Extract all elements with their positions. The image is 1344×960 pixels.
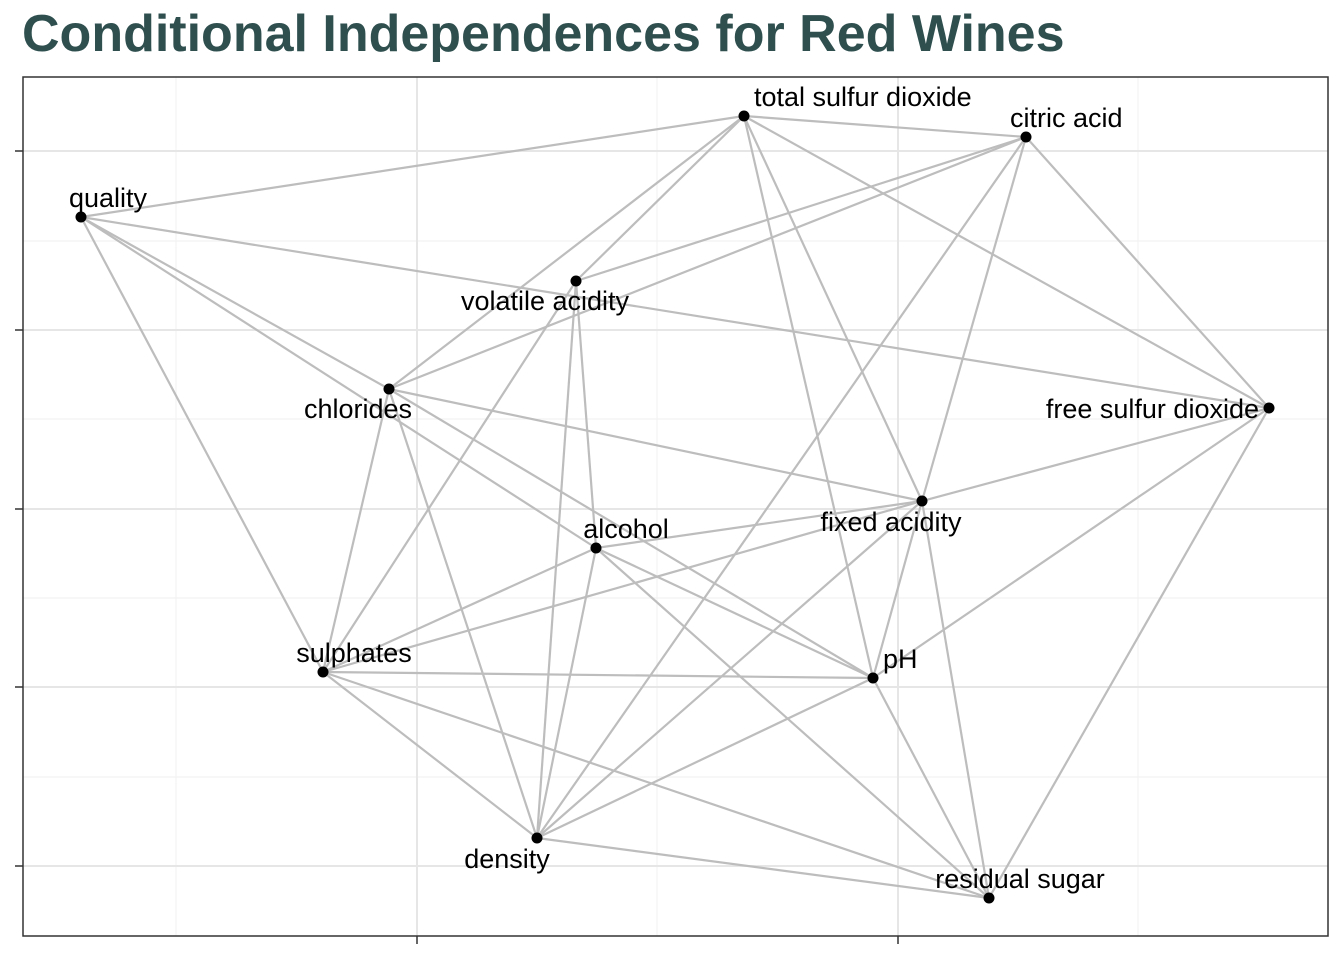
- node-layer: [75, 110, 1275, 904]
- node-chlorides: [383, 383, 395, 395]
- node-label-chlorides: chlorides: [304, 394, 412, 424]
- node-density: [531, 832, 543, 844]
- edge-chlorides-sulphates: [321, 388, 391, 673]
- node-label-citric-acid: citric acid: [1010, 103, 1123, 133]
- edge-citric-acid-volatile-acidity: [575, 135, 1027, 283]
- edge-alcohol-fixed-acidity: [595, 499, 923, 550]
- edge-sulphates-ph: [322, 670, 874, 680]
- node-citric-acid: [1020, 131, 1032, 143]
- edge-total-sulfur-dioxide-citric-acid: [743, 114, 1027, 139]
- edge-citric-acid-free-sulfur-dioxide: [1025, 136, 1270, 409]
- edge-ph-residual-sugar: [872, 677, 990, 899]
- edge-volatile-acidity-alcohol: [574, 280, 598, 549]
- node-ph: [867, 672, 879, 684]
- edge-ph-density: [536, 677, 874, 839]
- edge-density-residual-sugar: [536, 836, 990, 900]
- edge-chlorides-density: [387, 388, 539, 839]
- node-residual-sugar: [983, 892, 995, 904]
- edge-quality-free-sulfur-dioxide: [80, 215, 1270, 410]
- edge-alcohol-ph: [595, 547, 874, 679]
- edge-total-sulfur-dioxide-ph: [742, 115, 875, 679]
- edge-free-sulfur-dioxide-fixed-acidity: [921, 406, 1270, 503]
- node-free-sulfur-dioxide: [1263, 402, 1275, 414]
- edge-fixed-acidity-sulphates: [322, 499, 923, 674]
- panel-border: [22, 76, 1329, 937]
- edge-citric-acid-density: [536, 136, 1027, 839]
- node-label-volatile-acidity: volatile acidity: [461, 286, 630, 316]
- edge-fixed-acidity-ph: [871, 500, 924, 679]
- node-label-sulphates: sulphates: [296, 638, 412, 668]
- node-label-fixed-acidity: fixed acidity: [820, 507, 962, 537]
- edge-free-sulfur-dioxide-residual-sugar: [988, 407, 1270, 899]
- edge-quality-chlorides: [80, 216, 390, 390]
- node-label-density: density: [464, 844, 550, 874]
- edge-total-sulfur-dioxide-chlorides: [388, 115, 745, 390]
- edge-citric-acid-fixed-acidity: [920, 136, 1028, 502]
- plot-title: Conditional Independences for Red Wines: [22, 5, 1065, 63]
- edge-quality-alcohol: [80, 216, 597, 549]
- edge-free-sulfur-dioxide-ph: [872, 407, 1270, 679]
- edge-quality-sulphates: [80, 216, 324, 673]
- panel-background: [23, 77, 1328, 936]
- grid-major-lines: [23, 77, 1328, 936]
- label-layer: total sulfur dioxide citric acid quality vo…: [69, 82, 1259, 894]
- panel-grid: [23, 77, 1328, 936]
- edge-volatile-acidity-density: [535, 280, 578, 839]
- node-label-quality: quality: [69, 183, 148, 213]
- edge-sulphates-residual-sugar: [322, 670, 990, 900]
- edge-quality-total-sulfur-dioxide: [80, 114, 745, 219]
- edge-total-sulfur-dioxide-volatile-acidity: [575, 115, 745, 282]
- edge-fixed-acidity-residual-sugar: [920, 500, 991, 899]
- edge-total-sulfur-dioxide-fixed-acidity: [743, 115, 923, 502]
- node-fixed-acidity: [916, 495, 928, 507]
- edge-alcohol-residual-sugar: [595, 547, 990, 899]
- edge-fixed-acidity-density: [536, 500, 923, 839]
- edge-total-sulfur-dioxide-free-sulfur-dioxide: [743, 115, 1270, 409]
- node-alcohol: [590, 542, 602, 554]
- node-label-alcohol: alcohol: [583, 514, 669, 544]
- edge-volatile-acidity-sulphates: [322, 280, 577, 673]
- node-total-sulfur-dioxide: [738, 110, 750, 122]
- edge-chlorides-fixed-acidity: [388, 387, 923, 503]
- node-quality: [75, 211, 87, 223]
- node-label-total-sulfur-dioxide: total sulfur dioxide: [754, 82, 972, 112]
- edge-citric-acid-chlorides: [388, 135, 1027, 391]
- node-volatile-acidity: [570, 275, 582, 287]
- node-label-free-sulfur-dioxide: free sulfur dioxide: [1046, 394, 1259, 424]
- axis-ticks: [15, 150, 899, 944]
- edge-layer: [80, 114, 1270, 900]
- node-sulphates: [317, 666, 329, 678]
- edge-alcohol-sulphates: [322, 546, 597, 674]
- node-label-ph: pH: [883, 644, 918, 674]
- node-label-residual-sugar: residual sugar: [935, 864, 1105, 894]
- grid-minor-lines: [23, 77, 1328, 936]
- edge-sulphates-density: [322, 671, 538, 839]
- edge-chlorides-ph: [388, 388, 874, 679]
